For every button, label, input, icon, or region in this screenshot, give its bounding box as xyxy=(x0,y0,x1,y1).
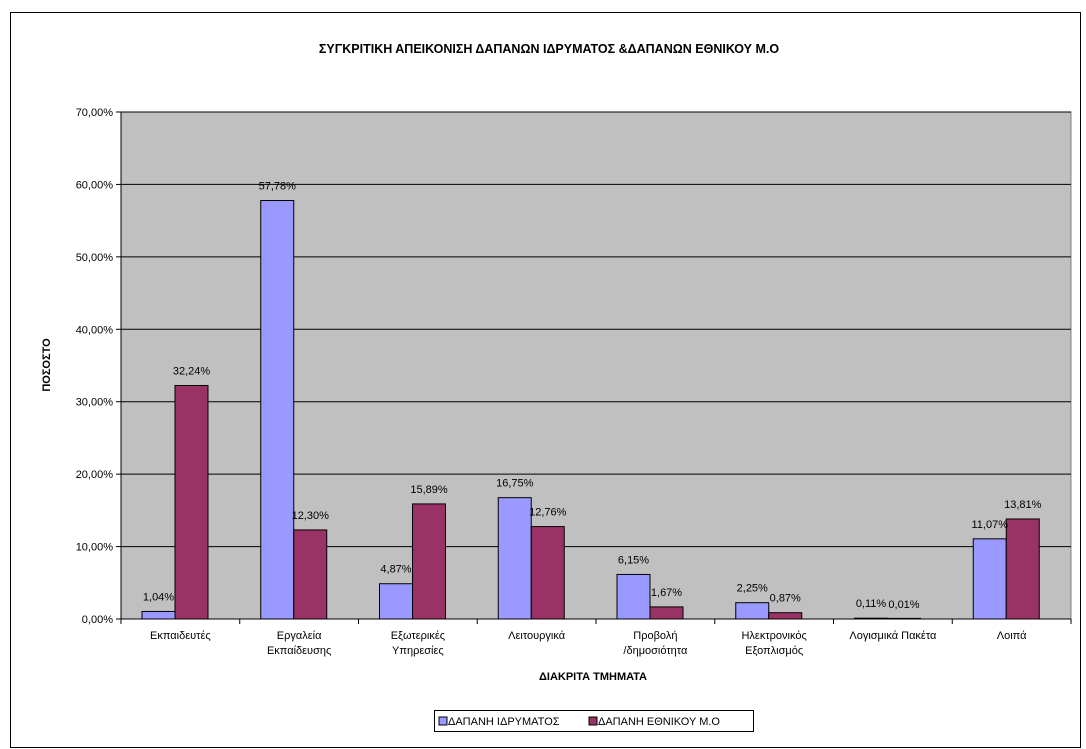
legend-swatch-national xyxy=(589,717,597,725)
legend: ΔΑΠΑΝΗ ΙΔΡΥΜΑΤΟΣ ΔΑΠΑΝΗ ΕΘΝΙΚΟΥ Μ.Ο xyxy=(435,711,754,732)
y-tick-label: 10,00% xyxy=(76,542,114,554)
data-label: 0,01% xyxy=(888,599,919,611)
bar-national xyxy=(413,504,446,619)
legend-label-national: ΔΑΠΑΝΗ ΕΘΝΙΚΟΥ Μ.Ο xyxy=(598,716,720,728)
y-tick-label: 0,00% xyxy=(82,614,113,626)
x-axis-title: ΔΙΑΚΡΙΤΑ ΤΜΗΜΑΤΑ xyxy=(539,671,647,683)
data-label: 1,67% xyxy=(651,587,682,599)
data-label: 32,24% xyxy=(173,365,211,377)
y-tick-label: 60,00% xyxy=(76,179,114,191)
x-category-label: Εκπαιδευτές xyxy=(150,630,211,642)
bar-institution xyxy=(498,498,531,619)
data-label: 1,04% xyxy=(143,591,174,603)
x-category-label: Λοιπά xyxy=(997,630,1027,642)
y-tick-label: 40,00% xyxy=(76,324,114,336)
data-label: 12,30% xyxy=(292,510,330,522)
data-label: 0,11% xyxy=(856,598,887,610)
y-tick-label: 70,00% xyxy=(76,107,114,119)
x-category-label: Λογισμικά Πακέτα xyxy=(849,630,937,642)
bar-institution xyxy=(736,603,769,619)
bar-national xyxy=(531,527,564,619)
data-label: 4,87% xyxy=(380,564,411,576)
y-tick-label: 20,00% xyxy=(76,469,114,481)
legend-swatch-institution xyxy=(439,717,447,725)
bar-institution xyxy=(617,574,650,619)
data-label: 6,15% xyxy=(618,554,649,566)
bar-national xyxy=(650,607,683,619)
chart-title: ΣΥΓΚΡΙΤΙΚΗ ΑΠΕΙΚΟΝΙΣΗ ΔΑΠΑΝΩΝ ΙΔΡΥΜΑΤΟΣ … xyxy=(319,42,779,56)
data-label: 11,07% xyxy=(972,519,1009,531)
legend-label-institution: ΔΑΠΑΝΗ ΙΔΡΥΜΑΤΟΣ xyxy=(448,716,560,728)
data-label: 16,75% xyxy=(496,478,534,490)
y-tick-label: 30,00% xyxy=(76,397,114,409)
data-label: 12,76% xyxy=(529,507,567,519)
data-label: 2,25% xyxy=(737,583,768,595)
bar-institution xyxy=(973,539,1006,619)
bar-institution xyxy=(142,611,175,619)
data-label: 0,87% xyxy=(770,593,801,605)
bar-institution xyxy=(380,584,413,619)
data-label: 13,81% xyxy=(1004,499,1042,511)
data-label: 57,78% xyxy=(259,181,297,193)
y-axis-title: ΠΟΣΟΣΤΟ xyxy=(41,338,53,392)
bar-institution xyxy=(261,201,294,619)
bar-national xyxy=(175,385,208,619)
bar-national xyxy=(1006,519,1039,619)
data-label: 15,89% xyxy=(410,484,448,496)
bar-national xyxy=(294,530,327,619)
x-category-label: Λειτουργικά xyxy=(508,630,566,642)
y-tick-label: 50,00% xyxy=(76,252,114,264)
bar-national xyxy=(769,613,802,619)
